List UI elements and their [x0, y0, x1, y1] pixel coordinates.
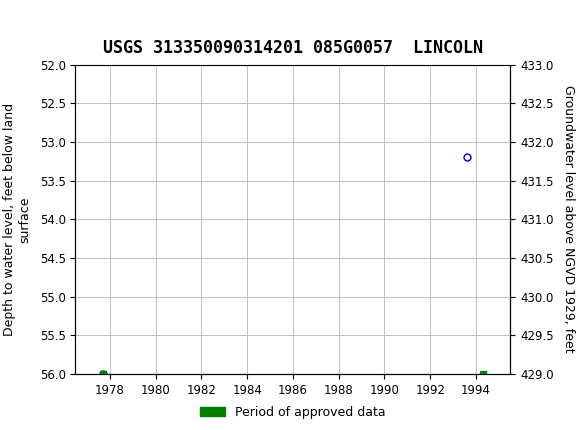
Title: USGS 313350090314201 085G0057  LINCOLN: USGS 313350090314201 085G0057 LINCOLN	[103, 40, 483, 57]
Legend: Period of approved data: Period of approved data	[195, 401, 391, 424]
Y-axis label: Depth to water level, feet below land
surface: Depth to water level, feet below land su…	[3, 103, 31, 336]
Y-axis label: Groundwater level above NGVD 1929, feet: Groundwater level above NGVD 1929, feet	[562, 86, 575, 353]
Text: ▒USGS: ▒USGS	[6, 12, 64, 34]
